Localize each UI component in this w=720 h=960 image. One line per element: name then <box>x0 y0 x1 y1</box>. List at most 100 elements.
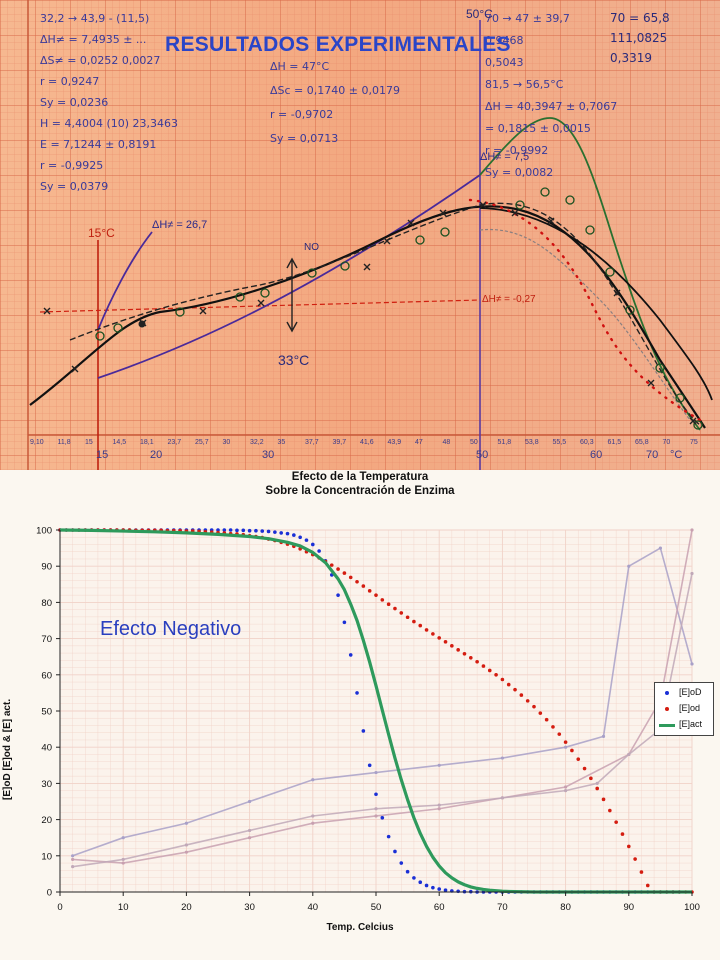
legend-label-eact: [E]act <box>679 719 703 729</box>
hw-top-left-line: Sy = 0,0379 <box>40 180 108 193</box>
red-dashed-line <box>39 299 481 313</box>
photo-x-tick: 37,7 <box>305 439 319 446</box>
data-point <box>374 593 378 597</box>
series-background-photo-curve-b <box>72 529 693 864</box>
hw-top-right-line: 0,9468 <box>485 34 524 47</box>
data-point <box>367 763 372 768</box>
data-point <box>405 869 410 874</box>
point-background-photo-curve-c <box>595 781 599 785</box>
data-point <box>393 849 397 854</box>
chart-title-line2: Sobre la Concentración de Enzima <box>265 485 455 497</box>
point-background-photo-curve-b <box>437 807 441 811</box>
data-point <box>336 593 340 597</box>
data-point <box>563 740 568 744</box>
data-point <box>311 542 315 547</box>
hw-top-right-line: ΔH = 40,3947 ± 0,7067 <box>485 100 617 113</box>
data-point <box>260 529 265 533</box>
legend-key-eact <box>659 721 675 729</box>
hw-top-left-line: Sy = 0,0236 <box>40 96 108 109</box>
point-background-photo-curve-b <box>248 836 252 840</box>
photo-x-bottom-label: 20 <box>150 449 162 461</box>
photo-x-tick: 43,9 <box>388 439 402 446</box>
data-point <box>639 870 644 874</box>
photo-x-tick: 60,3 <box>580 439 594 446</box>
data-point <box>393 606 397 611</box>
photo-x-tick: 9,10 <box>30 439 44 446</box>
hw-top-right-line: Sy = 0,0082 <box>485 166 553 179</box>
photo-x-tick: 32,2 <box>250 439 264 446</box>
data-point <box>399 861 404 865</box>
photo-x-tick: 15 <box>85 439 93 446</box>
point-background-photo-curve-c <box>564 789 568 793</box>
point-background-photo-curve-c <box>690 571 694 576</box>
photo-x-tick: 53,8 <box>525 439 539 446</box>
data-point <box>412 619 416 624</box>
data-point <box>254 528 258 533</box>
photo-x-ticks: 9,10 11,8 15 14,5 18,1 23,7 25,7 30 32,2 35 37,7 39… <box>30 439 698 446</box>
legend-key-eod-red <box>659 705 675 713</box>
data-point <box>348 653 353 657</box>
data-point <box>620 832 625 836</box>
point-background-photo-curve-a <box>601 734 606 738</box>
point-background-photo-curve-b <box>690 528 694 532</box>
data-point <box>519 693 524 697</box>
photo-x-bottom: 15 20 30 50 60 70 °C <box>96 449 682 461</box>
point-background-photo-curve-c <box>184 843 188 847</box>
y-tick-label: 100 <box>36 526 52 537</box>
mark-15c: 15°C <box>88 226 115 240</box>
data-point <box>266 529 271 534</box>
photo-x-tick: 35 <box>278 439 286 446</box>
hw-top-mid-line: ΔSc = 0,1740 ± 0,0179 <box>270 84 400 97</box>
x-tick-label: 70 <box>497 902 508 913</box>
data-point <box>424 628 429 632</box>
hw-top-right-line: 81,5 → 56,5°C <box>485 78 564 91</box>
series-eact-line <box>59 528 692 894</box>
data-point <box>418 880 423 885</box>
legend-label-eod-red: [E]od <box>679 703 701 713</box>
data-point <box>645 883 650 888</box>
data-point <box>431 632 435 636</box>
photo-x-bottom-label: 15 <box>96 449 108 461</box>
data-point <box>361 584 366 588</box>
data-point <box>595 786 599 791</box>
data-point <box>342 620 347 625</box>
dh-75: ΔH≠ = 7,5 <box>480 151 529 163</box>
legend-item-eod-red: [E]od <box>659 701 700 715</box>
data-point <box>386 834 391 839</box>
data-point <box>348 575 353 580</box>
y-tick-label: 20 <box>41 815 52 826</box>
point-background-photo-curve-c <box>627 752 631 757</box>
data-point <box>431 885 435 890</box>
chart-panel: Efecto de la Temperatura Sobre la Concen… <box>0 470 720 960</box>
photo-x-tick: 14,5 <box>113 439 127 446</box>
photo-x-tick: 50 <box>470 439 478 446</box>
point-background-photo-curve-c <box>374 807 378 811</box>
y-tick-label: 70 <box>41 634 52 645</box>
data-point <box>235 528 239 533</box>
hw-top-right: 70 → 47 ± 39,7 0,9468 0,5043 81,5 → 56,5°C Δ… <box>485 12 617 179</box>
hw-top-right-line: = 0,1815 ± 0,0015 <box>485 122 591 135</box>
data-point <box>424 883 429 888</box>
data-point <box>222 528 227 532</box>
point-background-photo-curve-b <box>184 850 188 854</box>
hw-top-left-line: ΔH≠ = 7,4935 ± ... <box>40 33 146 46</box>
hw-top-right-line: 70 → 47 ± 39,7 <box>485 12 570 25</box>
data-point <box>292 533 296 537</box>
photo-x-tick: 48 <box>443 439 451 446</box>
point-background-photo-curve-c <box>248 828 252 833</box>
curve-black-dashed <box>69 202 701 426</box>
y-tick-label: 60 <box>41 670 52 681</box>
hw-corner-right-line: 70 = 65,8 <box>610 11 670 25</box>
x-tick-label: 10 <box>118 902 129 913</box>
legend-item-eact: [E]act <box>659 717 702 731</box>
point-background-photo-curve-a <box>690 662 694 666</box>
y-tick-label: 0 <box>47 888 52 899</box>
photo-x-tick: 39,7 <box>333 439 347 446</box>
chart-title-line1: Efecto de la Temperatura <box>291 471 429 483</box>
point-background-photo-curve-b <box>121 861 125 865</box>
hw-corner-right-line: 0,3319 <box>610 51 652 65</box>
photo-x-bottom-label: 50 <box>476 449 488 461</box>
photo-x-tick: 47 <box>415 439 423 446</box>
photo-x-tick: 65,8 <box>635 439 649 446</box>
hw-top-mid-line: ΔH = 47°C <box>270 60 330 73</box>
